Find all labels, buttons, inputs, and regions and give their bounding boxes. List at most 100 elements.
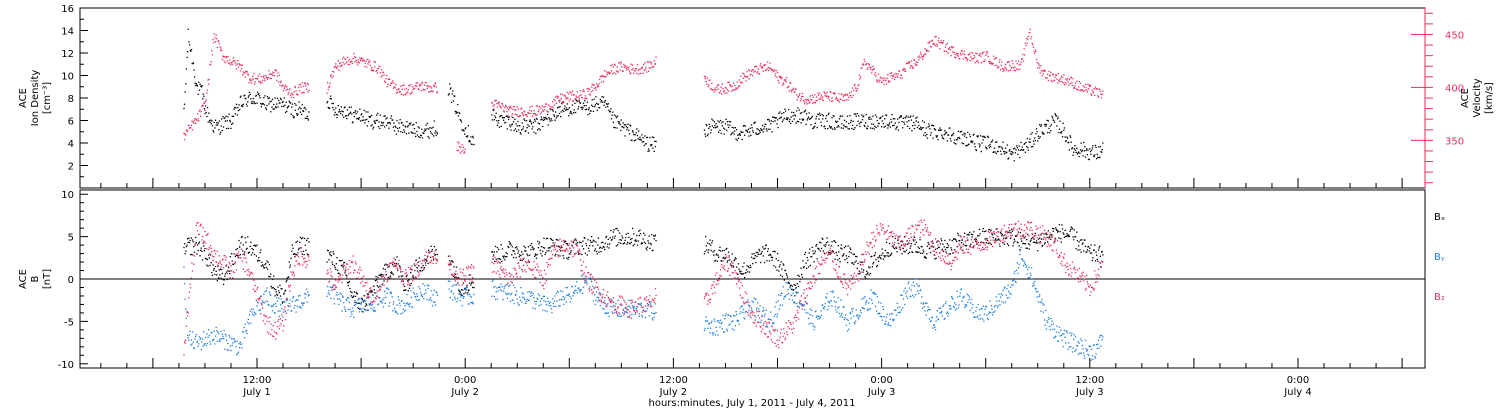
b-point: [822, 304, 824, 306]
velocity-point: [621, 66, 623, 68]
b-point: [1001, 235, 1003, 237]
velocity-point: [335, 63, 337, 65]
velocity-point: [391, 82, 393, 84]
velocity-point: [403, 88, 406, 90]
velocity-point: [538, 109, 540, 111]
b-point: [750, 266, 752, 269]
b-point: [560, 290, 562, 292]
velocity-point: [1082, 85, 1084, 87]
b-point: [201, 341, 203, 343]
density-point: [362, 116, 364, 118]
velocity-point: [273, 72, 275, 74]
density-point: [246, 105, 248, 107]
density-point: [384, 115, 386, 117]
b-point: [986, 239, 989, 242]
b-point: [513, 250, 515, 252]
b-point: [460, 294, 462, 296]
velocity-point: [939, 48, 941, 50]
b-point: [719, 319, 722, 321]
b-point: [617, 244, 619, 246]
velocity-point: [393, 82, 395, 84]
b-point: [283, 293, 285, 295]
b-point: [426, 284, 429, 286]
density-point: [886, 124, 888, 126]
velocity-point: [216, 46, 218, 49]
density-point: [941, 134, 943, 136]
b-point: [902, 247, 904, 250]
velocity-point: [556, 97, 559, 99]
b-point: [874, 252, 877, 254]
velocity-point: [543, 106, 545, 108]
b-point: [1039, 237, 1041, 239]
density-point: [830, 126, 833, 128]
b-point: [470, 301, 472, 304]
density-point: [801, 118, 803, 120]
b-point: [848, 255, 850, 258]
density-point: [807, 117, 809, 120]
b-point: [906, 240, 908, 242]
velocity-point: [728, 81, 730, 83]
density-point: [262, 103, 264, 105]
b-point: [552, 242, 554, 244]
velocity-point: [571, 94, 573, 96]
density-point: [301, 104, 303, 106]
density-point: [245, 98, 247, 100]
velocity-point: [603, 75, 605, 78]
velocity-point: [799, 93, 801, 95]
density-point: [571, 113, 573, 115]
b-point: [558, 299, 561, 301]
b-point: [632, 307, 634, 309]
b-point: [464, 289, 466, 291]
b-point: [270, 305, 272, 307]
b-point: [501, 260, 503, 263]
b-point: [253, 253, 256, 256]
b-point: [814, 252, 816, 254]
b-point: [368, 303, 370, 305]
b-point: [781, 268, 783, 270]
b-point: [1028, 248, 1030, 250]
density-point: [503, 119, 505, 121]
b-point: [185, 250, 187, 252]
velocity-point: [400, 85, 402, 87]
b-point: [771, 322, 774, 324]
density-point: [633, 140, 635, 142]
b-point: [713, 332, 715, 334]
density-point: [869, 116, 871, 118]
b-point: [834, 306, 836, 308]
density-point: [918, 124, 920, 127]
velocity-point: [535, 114, 537, 116]
b-point: [829, 253, 831, 255]
b-point: [903, 236, 906, 238]
velocity-point: [428, 86, 430, 88]
density-point: [543, 117, 545, 119]
b-point: [274, 312, 276, 314]
b-point: [382, 274, 384, 276]
velocity-point: [623, 63, 625, 66]
density-tick-label: 4: [68, 139, 74, 150]
velocity-point: [517, 108, 520, 110]
velocity-point: [288, 89, 290, 91]
b-point: [552, 298, 554, 300]
b-point: [747, 271, 749, 273]
b-tick-label: 10: [61, 190, 74, 201]
b-point: [535, 300, 538, 303]
velocity-point: [785, 81, 787, 83]
density-point: [282, 100, 284, 103]
velocity-point: [537, 105, 539, 107]
density-point: [838, 118, 841, 120]
velocity-point: [367, 63, 369, 65]
b-point: [277, 286, 279, 288]
velocity-point: [198, 110, 201, 112]
density-point: [637, 138, 639, 140]
b-point: [394, 310, 396, 312]
b-point: [773, 265, 775, 267]
density-point: [895, 128, 897, 130]
b-point: [939, 243, 942, 245]
b-point: [514, 294, 517, 296]
b-point: [747, 304, 750, 306]
b-point: [424, 289, 427, 291]
b-point: [796, 305, 798, 308]
b-point: [613, 304, 615, 306]
b-point: [276, 297, 278, 299]
density-point: [292, 115, 294, 117]
